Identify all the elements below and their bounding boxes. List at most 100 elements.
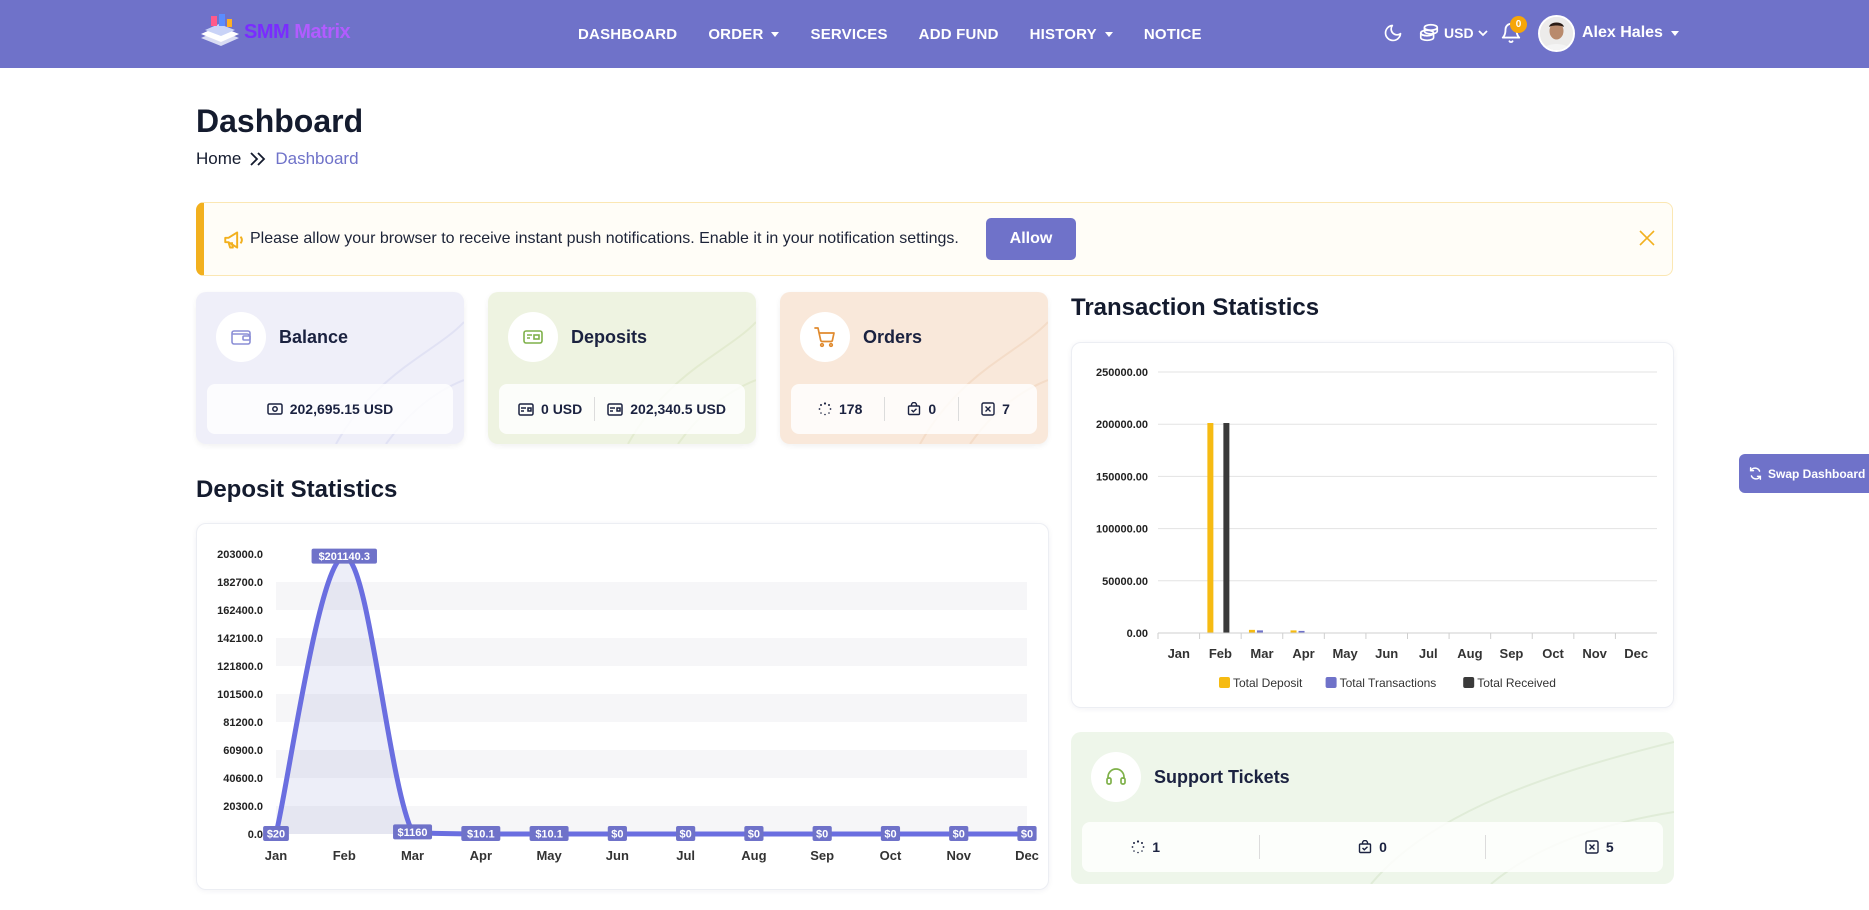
divider — [1258, 835, 1260, 859]
legend-swatch — [1219, 677, 1230, 688]
data-label: $20 — [263, 825, 289, 841]
transaction-bar-chart: 0.00 50000.00 100000.00 150000.00 200000.00 2… — [1096, 367, 1657, 690]
tickets-open: 1 — [1152, 839, 1161, 855]
y-tick-label: 200000.00 — [1096, 419, 1148, 431]
data-label: $0 — [880, 826, 901, 841]
swap-dashboard-button[interactable]: Swap Dashboard — [1739, 454, 1869, 493]
brand-logo[interactable]: SMM Matrix — [196, 12, 351, 52]
support-tickets-label: Support Tickets — [1154, 766, 1290, 787]
orders-pending: 178 — [839, 401, 863, 417]
bag-check-icon — [908, 402, 921, 416]
bar — [1223, 423, 1230, 633]
y-tick-label: 40600.0 — [223, 773, 263, 785]
y-tick-label: 0.00 — [1127, 628, 1148, 640]
allow-button[interactable]: Allow — [986, 218, 1076, 260]
avatar-image — [1540, 17, 1573, 50]
user-menu[interactable]: Alex Hales — [1582, 24, 1679, 42]
user-name: Alex Hales — [1582, 24, 1663, 41]
logo-icon — [201, 14, 239, 46]
deposit-area-fill — [276, 556, 1027, 834]
deposits-card: Deposits 0 USD 202,340.5 USD — [488, 292, 756, 444]
data-label-box — [607, 826, 627, 841]
dark-mode-moon-icon[interactable] — [1383, 22, 1403, 44]
data-label-box — [676, 826, 696, 841]
data-label-box — [812, 826, 832, 841]
spinner-icon — [818, 402, 832, 416]
bar — [1248, 629, 1255, 633]
cash-icon — [266, 403, 283, 415]
nav-order[interactable]: ORDER — [708, 26, 780, 43]
deposits-label: Deposits — [571, 326, 648, 347]
deposits-value-box: 0 USD 202,340.5 USD — [499, 384, 745, 434]
orders-card: Orders 178 0 7 — [780, 292, 1048, 444]
legend-item[interactable]: Total Received — [1463, 676, 1556, 690]
y-tick-label: 60900.0 — [223, 745, 263, 757]
currency-selector[interactable]: USD — [1418, 22, 1489, 44]
x-tick-label: Feb — [1209, 646, 1232, 661]
x-tick-label: Oct — [880, 848, 902, 863]
page-title: Dashboard — [196, 103, 364, 139]
nav-history[interactable]: HISTORY — [1030, 26, 1113, 43]
deposit-statistics-title: Deposit Statistics — [196, 476, 398, 503]
x-tick-label: Nov — [1582, 646, 1607, 661]
nav-add-fund[interactable]: ADD FUND — [919, 26, 999, 43]
data-label-box — [744, 826, 764, 841]
breadcrumb-current: Dashboard — [275, 149, 359, 168]
nav-notice[interactable]: NOTICE — [1144, 26, 1202, 43]
support-value-box: 1 0 5 — [1082, 822, 1663, 872]
legend-label: Total Deposit — [1233, 676, 1303, 690]
legend-item[interactable]: Total Transactions — [1325, 676, 1437, 690]
tickets-answered: 0 — [1379, 839, 1387, 855]
deposits-value-1: 0 USD — [541, 401, 583, 417]
megaphone-icon — [224, 231, 243, 249]
y-tick-label: 142100.0 — [217, 633, 263, 645]
data-label-text: $0 — [1021, 829, 1033, 841]
divider — [884, 397, 886, 421]
data-label: $0 — [676, 826, 696, 841]
card-icon — [518, 402, 534, 416]
chevron-down-icon — [1477, 30, 1488, 37]
y-tick-label: 203000.0 — [217, 549, 263, 561]
close-icon[interactable] — [1638, 229, 1656, 247]
legend-item[interactable]: Total Deposit — [1219, 676, 1303, 690]
x-tick-label: Aug — [1457, 646, 1482, 661]
bag-check-icon — [1358, 840, 1372, 854]
y-tick-label: 121800.0 — [217, 661, 263, 673]
nav-dashboard[interactable]: DASHBOARD — [578, 26, 677, 43]
orders-label: Orders — [863, 326, 923, 347]
push-notification-alert: Please allow your browser to receive ins… — [196, 202, 1673, 276]
nav-dashboard-label: DASHBOARD — [578, 25, 678, 43]
bar — [1207, 423, 1214, 633]
tickets-closed: 5 — [1605, 839, 1614, 855]
orders-cancelled: 7 — [1002, 401, 1010, 417]
coins-icon — [1419, 23, 1439, 42]
data-label-box — [949, 826, 969, 841]
data-label: $10.1 — [461, 825, 501, 841]
legend-swatch — [1463, 677, 1475, 688]
legend-label: Total Transactions — [1340, 676, 1437, 690]
user-avatar[interactable] — [1538, 15, 1575, 52]
data-label: $0 — [744, 826, 764, 841]
grid-band — [276, 582, 1027, 610]
divider — [594, 397, 596, 421]
data-label-text: $1160 — [398, 827, 428, 839]
swap-dashboard-label: Swap Dashboard — [1768, 466, 1866, 481]
nav-services[interactable]: SERVICES — [810, 26, 887, 43]
orders-completed: 0 — [928, 401, 937, 417]
data-label-box — [1017, 826, 1037, 841]
nav-add-fund-label: ADD FUND — [918, 25, 999, 43]
x-tick-label: Jan — [1168, 646, 1190, 661]
x-tick-label: Sep — [1500, 646, 1524, 661]
data-label-box — [880, 826, 901, 841]
spinner-icon — [1131, 840, 1145, 854]
breadcrumb-home[interactable]: Home — [196, 149, 242, 168]
y-tick-label: 100000.00 — [1096, 524, 1148, 536]
bar — [1298, 630, 1305, 633]
data-label-text: $0 — [748, 829, 760, 841]
x-square-icon — [981, 402, 995, 416]
y-tick-label: 0.0 — [248, 829, 263, 841]
data-label-box — [461, 825, 501, 841]
data-label-box — [311, 548, 377, 564]
data-label-text: $10.1 — [535, 828, 563, 840]
grid-band — [276, 638, 1027, 666]
